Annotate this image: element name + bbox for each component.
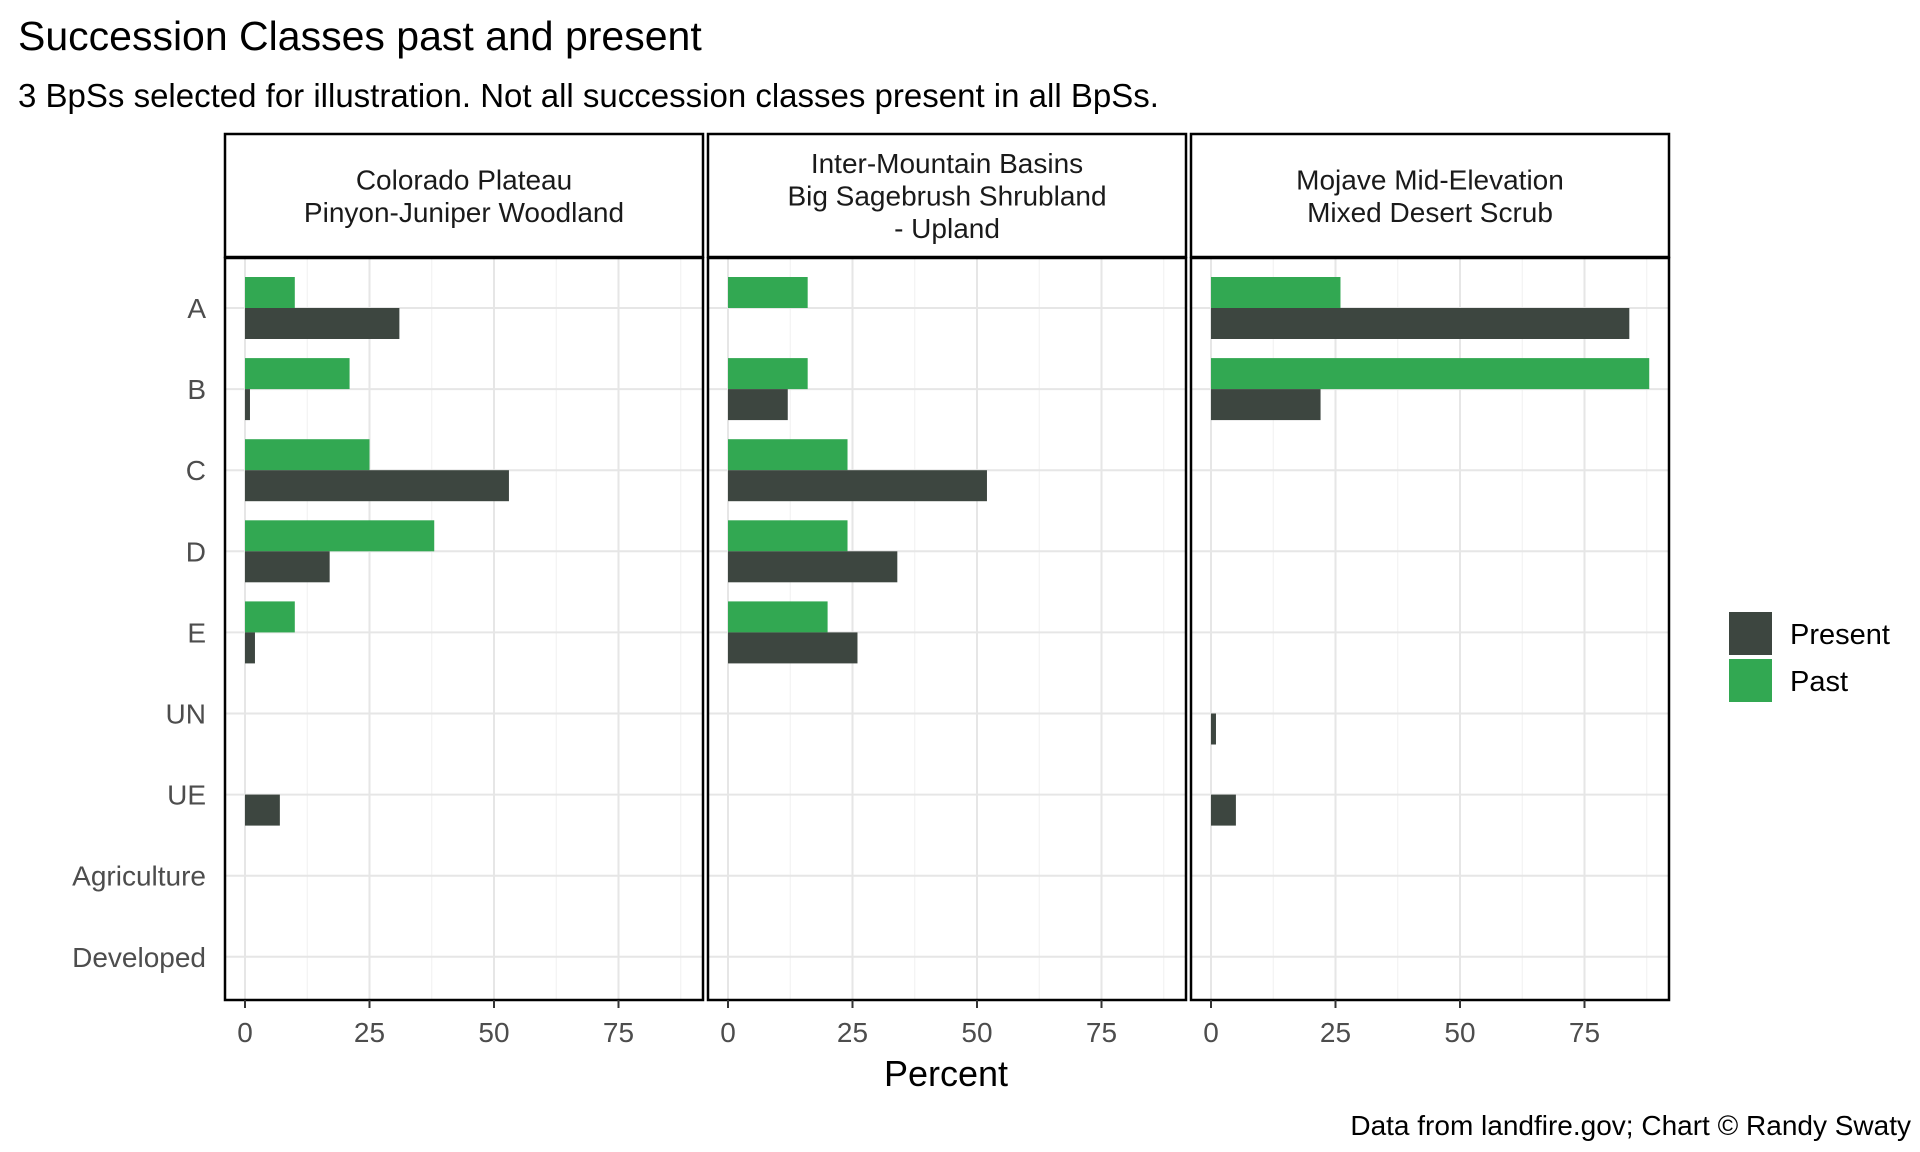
bar-past	[245, 358, 350, 390]
y-axis: A B C D E UN UE Agriculture Developed	[72, 293, 206, 973]
bar-past	[245, 601, 295, 633]
legend-label: Present	[1790, 619, 1890, 651]
y-tick-label: B	[187, 374, 206, 405]
legend-swatch	[1729, 612, 1772, 655]
bar-present	[245, 632, 255, 664]
x-tick-label: 25	[354, 1017, 385, 1048]
y-tick-label: A	[187, 293, 206, 324]
bar-past	[1211, 358, 1650, 390]
legend: Present Past	[1729, 612, 1890, 702]
x-axis-label: Percent	[884, 1053, 1008, 1094]
x-tick-label: 50	[1444, 1017, 1475, 1048]
bar-present	[245, 470, 509, 502]
facet-strip-label: - Upland	[894, 213, 1000, 244]
bar-past	[245, 439, 370, 471]
bar-past	[245, 277, 295, 308]
bar-present	[245, 308, 400, 339]
x-tick-label: 75	[1086, 1017, 1117, 1048]
bar-past	[728, 601, 828, 633]
bar-present	[1211, 308, 1630, 339]
legend-swatch	[1729, 659, 1772, 702]
bar-present	[1211, 794, 1236, 826]
bar-present	[1211, 389, 1321, 421]
bar-present	[728, 470, 987, 502]
facet-strip-label: Big Sagebrush Shrubland	[787, 181, 1106, 212]
bar-past	[245, 520, 435, 552]
chart-caption: Data from landfire.gov; Chart © Randy Sw…	[1350, 1110, 1911, 1141]
bar-present	[728, 551, 898, 583]
x-tick-label: 0	[720, 1017, 736, 1048]
x-tick-label: 50	[961, 1017, 992, 1048]
bar-past	[728, 277, 808, 308]
facet-strip	[1189, 132, 1671, 259]
bar-past	[728, 358, 808, 390]
y-tick-label: Developed	[72, 942, 206, 973]
y-tick-label: UN	[166, 699, 206, 730]
bar-past	[728, 439, 848, 471]
facet-strip-label: Colorado Plateau	[356, 164, 572, 195]
bar-present	[245, 794, 280, 826]
x-tick-label: 50	[478, 1017, 509, 1048]
chart-title: Succession Classes past and present	[18, 13, 702, 59]
y-tick-label: D	[186, 536, 206, 567]
facet-strip	[706, 132, 1188, 259]
y-tick-label: C	[186, 455, 206, 486]
facet-strip	[223, 132, 705, 259]
chart-subtitle: 3 BpSs selected for illustration. Not al…	[18, 77, 1159, 114]
bar-present	[245, 389, 250, 421]
x-tick-label: 0	[1203, 1017, 1219, 1048]
facet-strip-label: Inter-Mountain Basins	[811, 148, 1083, 179]
legend-label: Past	[1790, 666, 1848, 698]
x-tick-label: 25	[1320, 1017, 1351, 1048]
bar-present	[1211, 713, 1216, 745]
x-tick-label: 75	[603, 1017, 634, 1048]
bar-present	[245, 551, 330, 583]
facet-strip-label: Pinyon-Juniper Woodland	[304, 197, 624, 228]
x-tick-label: 0	[237, 1017, 253, 1048]
bar-present	[728, 632, 858, 664]
facet-strip-label: Mojave Mid-Elevation	[1296, 164, 1564, 195]
y-tick-label: E	[187, 617, 206, 648]
bar-past	[728, 520, 848, 552]
y-tick-label: UE	[167, 780, 206, 811]
x-tick-label: 75	[1569, 1017, 1600, 1048]
facet-strip-label: Mixed Desert Scrub	[1307, 197, 1553, 228]
y-tick-label: Agriculture	[72, 861, 206, 892]
bar-past	[1211, 277, 1341, 308]
bar-present	[728, 389, 788, 421]
x-tick-label: 25	[837, 1017, 868, 1048]
